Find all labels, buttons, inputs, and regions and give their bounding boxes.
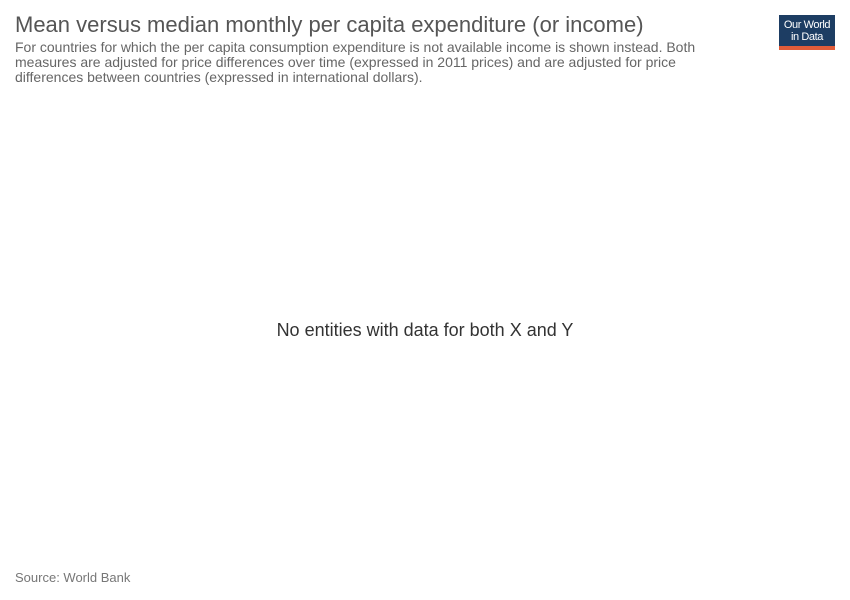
owid-logo[interactable]: Our World in Data: [779, 15, 835, 50]
chart-subtitle: For countries for which the per capita c…: [15, 39, 696, 85]
no-data-message: No entities with data for both X and Y: [277, 320, 574, 340]
chart-title: Mean versus median monthly per capita ex…: [15, 12, 644, 37]
scatter-plot: No entities with data for both X and Y: [277, 320, 574, 340]
scatter-chart-area: No entities with data for both X and Y: [15, 100, 835, 560]
logo-line-2: in Data: [790, 30, 824, 43]
source-note[interactable]: Source: World Bank: [15, 570, 131, 585]
logo-line-1: Our World: [783, 18, 831, 31]
chart-header: Mean versus median monthly per capita ex…: [15, 12, 755, 85]
